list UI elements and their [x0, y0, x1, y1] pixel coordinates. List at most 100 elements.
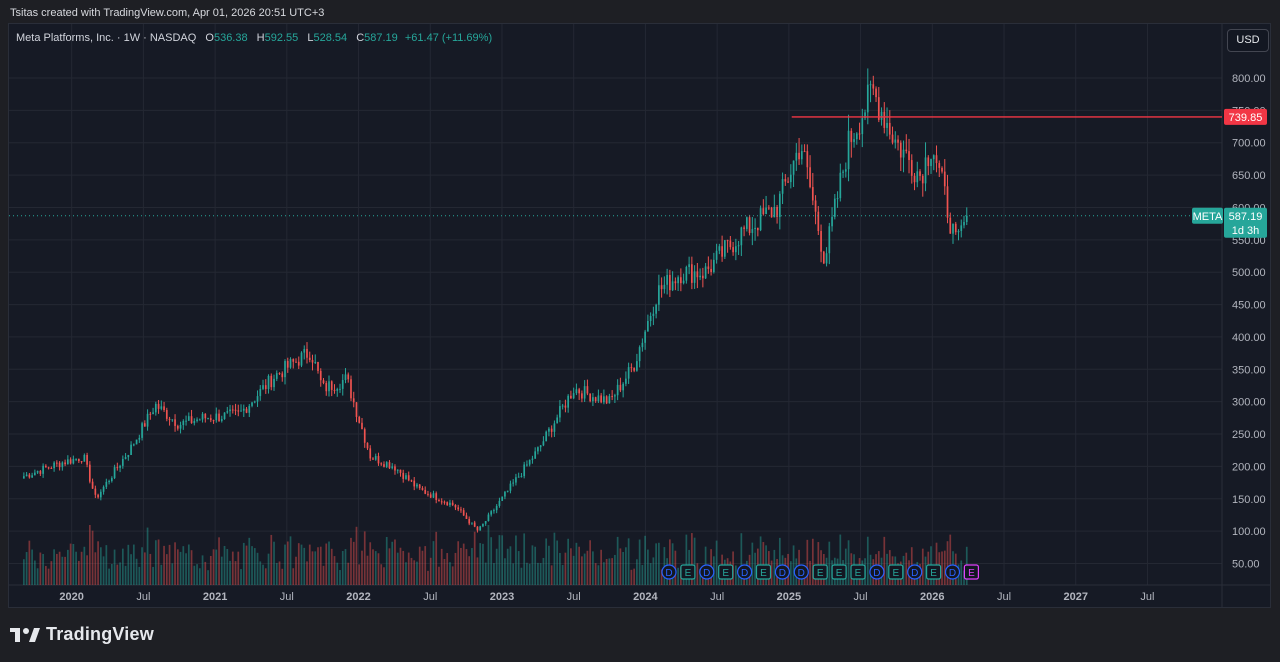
candle-body	[201, 413, 204, 420]
candle-body	[440, 501, 443, 503]
candle-body	[910, 160, 913, 176]
volume-bar	[410, 557, 413, 585]
candle-body	[776, 207, 778, 218]
candle-body	[264, 385, 267, 390]
volume-bar	[330, 548, 333, 585]
event-marker-letter: D	[798, 568, 805, 579]
volume-bar	[130, 554, 132, 585]
volume-bar	[289, 536, 292, 585]
candle-body	[792, 160, 795, 175]
volume-bar	[556, 540, 559, 585]
candle-body	[86, 454, 88, 465]
chart-panel[interactable]	[8, 23, 1271, 608]
volume-bar	[300, 544, 303, 585]
time-tick-label: 2025	[777, 591, 801, 603]
volume-bar	[182, 546, 185, 585]
change-value: +61.47 (+11.69%)	[404, 32, 493, 44]
price-tick-label: 700.00	[1232, 138, 1266, 150]
candle-body	[869, 84, 872, 86]
volume-bar	[176, 549, 179, 585]
price-tick-label: 100.00	[1232, 526, 1266, 538]
volume-bar	[567, 538, 570, 585]
candle-body	[135, 439, 138, 445]
volume-bar	[949, 534, 952, 585]
candle-body	[339, 388, 341, 390]
candle-body	[363, 429, 366, 443]
tradingview-logo[interactable]: TradingView	[10, 624, 154, 645]
volume-bar	[347, 562, 350, 585]
volume-bar	[264, 568, 267, 585]
candle-body	[372, 458, 374, 460]
candle-body	[627, 367, 630, 379]
candle-body	[748, 217, 751, 233]
volume-bar	[322, 565, 325, 585]
volume-bar	[248, 537, 251, 585]
volume-bar	[380, 564, 383, 585]
volume-bar	[644, 535, 646, 585]
time-tick-label: Jul	[710, 591, 724, 603]
candle-body	[311, 359, 314, 363]
volume-bar	[275, 562, 278, 585]
candle-body	[53, 462, 55, 469]
candle-body	[209, 418, 212, 421]
volume-bar	[905, 552, 908, 585]
candle-body	[556, 417, 559, 424]
candle-body	[644, 331, 646, 343]
candle-body	[190, 416, 193, 424]
volume-bar	[564, 552, 567, 585]
time-tick-label: 2020	[59, 591, 83, 603]
candle-body	[273, 378, 275, 388]
candle-body	[355, 402, 358, 417]
candle-body	[295, 361, 297, 363]
volume-bar	[603, 562, 605, 585]
volume-bar	[418, 546, 421, 585]
candle-body	[317, 362, 319, 371]
volume-bar	[72, 543, 75, 585]
volume-bar	[693, 537, 696, 585]
candle-body	[325, 383, 328, 392]
candle-body	[418, 484, 421, 489]
candle-body	[88, 464, 91, 482]
dividend-marker	[736, 564, 753, 580]
currency-button[interactable]: USD	[1227, 29, 1269, 52]
volume-bar	[336, 562, 339, 585]
candle-body	[954, 223, 957, 233]
candle-body	[754, 227, 756, 230]
price-tick-label: 150.00	[1232, 494, 1266, 506]
candle-body	[539, 445, 542, 448]
candle-body	[528, 459, 531, 465]
volume-bar	[45, 565, 47, 585]
volume-bar	[295, 556, 297, 585]
candle-body	[99, 491, 102, 498]
volume-bar	[548, 545, 550, 585]
price-tick-label: 350.00	[1232, 364, 1266, 376]
candle-body	[828, 226, 831, 254]
volume-bar	[575, 542, 578, 585]
candle-body	[872, 84, 875, 89]
candle-body	[710, 268, 712, 273]
candle-body	[39, 471, 42, 474]
candle-body	[888, 122, 891, 135]
volume-bar	[773, 549, 776, 585]
volume-bar	[658, 542, 660, 585]
candle-body	[762, 208, 765, 215]
candle-body	[259, 388, 262, 397]
candle-body	[328, 381, 330, 392]
volume-bar	[789, 561, 792, 585]
event-marker-letter: D	[949, 568, 956, 579]
candle-body	[198, 419, 201, 421]
candle-body	[471, 522, 473, 524]
candle-body	[597, 395, 600, 402]
candle-body	[960, 225, 963, 231]
candle-body	[75, 458, 77, 460]
candle-body	[559, 406, 561, 418]
volume-bar	[506, 548, 509, 585]
earnings-marker	[888, 564, 904, 580]
candle-body	[589, 393, 592, 402]
volume-bar	[594, 563, 597, 585]
candle-body	[814, 200, 817, 212]
volume-bar	[372, 549, 374, 585]
volume-bar	[435, 531, 438, 585]
